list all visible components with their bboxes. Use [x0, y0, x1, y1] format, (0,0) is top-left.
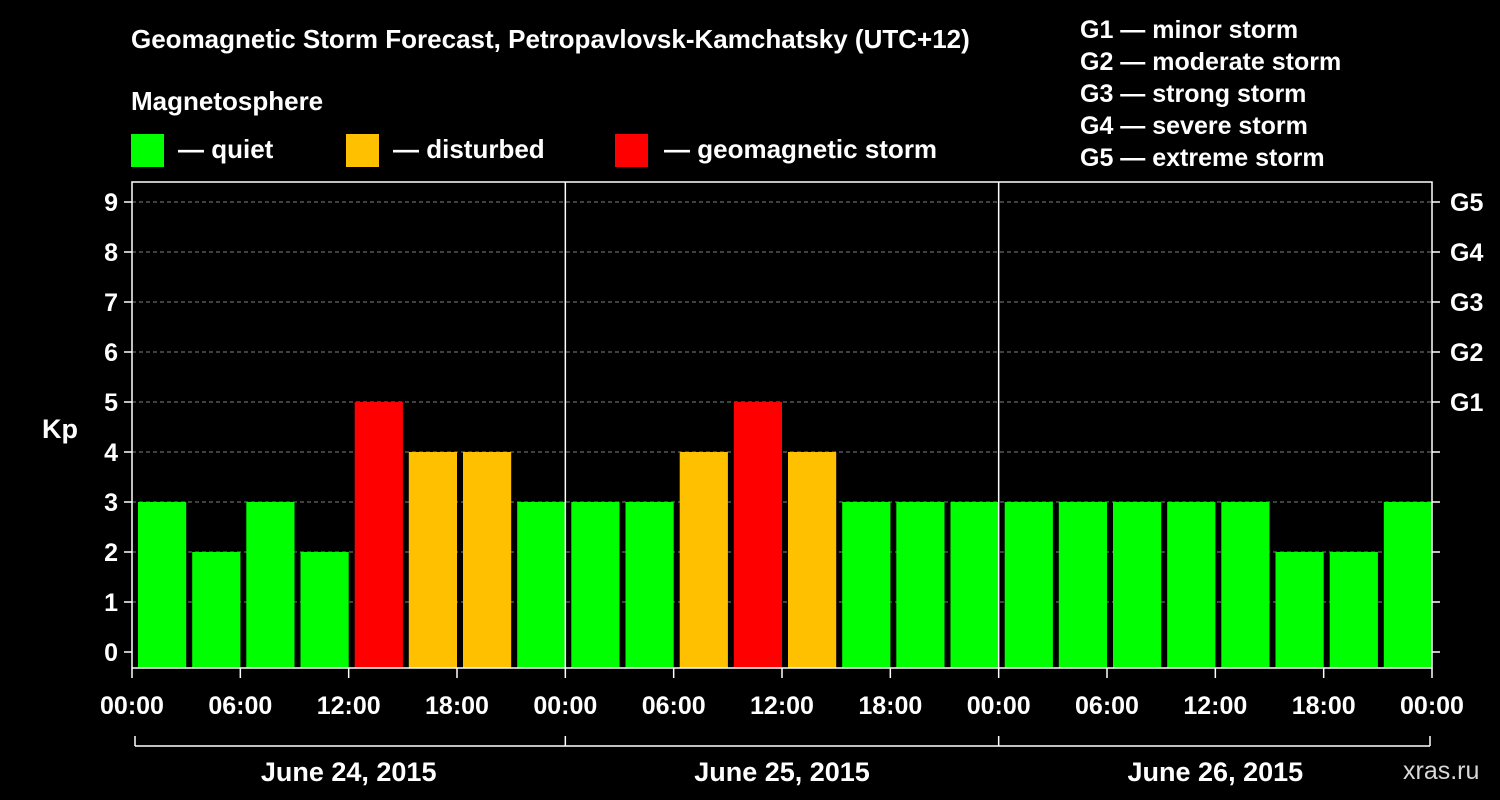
storm-level-g3: G3 — strong storm [1080, 80, 1307, 108]
y-tick-label: 1 [104, 589, 118, 617]
kp-bar [1221, 502, 1270, 668]
x-tick-label: 06:00 [208, 692, 272, 720]
kp-bar [408, 452, 457, 668]
kp-bar [300, 552, 349, 668]
kp-bar [625, 502, 674, 668]
kp-bar [1329, 552, 1378, 668]
storm-level-list: G1 — minor storm G2 — moderate storm G3 … [1080, 14, 1341, 174]
storm-level-tick-label: G4 [1450, 239, 1483, 267]
x-tick-label: 18:00 [858, 692, 922, 720]
kp-bar [733, 402, 782, 668]
kp-bar [571, 502, 620, 668]
y-tick-label: 2 [104, 539, 118, 567]
x-tick-label: 00:00 [100, 692, 164, 720]
x-tick-label: 18:00 [1292, 692, 1356, 720]
storm-level-g5: G5 — extreme storm [1080, 144, 1325, 172]
kp-bar [1058, 502, 1107, 668]
chart-title: Geomagnetic Storm Forecast, Petropavlovs… [131, 24, 970, 54]
kp-bar [1167, 502, 1216, 668]
y-tick-label: 3 [104, 489, 118, 517]
x-tick-label: 12:00 [1183, 692, 1247, 720]
y-tick-label: 0 [104, 639, 118, 667]
storm-level-tick-label: G5 [1450, 189, 1483, 217]
kp-bar [1113, 502, 1162, 668]
storm-level-tick-label: G2 [1450, 339, 1483, 367]
legend-label-storm: — geomagnetic storm [664, 134, 938, 164]
credit-text: xras.ru [1403, 757, 1480, 785]
kp-bar [842, 502, 891, 668]
storm-level-g4: G4 — severe storm [1080, 112, 1308, 140]
legend-swatch-quiet [131, 134, 164, 167]
y-tick-label: 8 [104, 239, 118, 267]
day-label: June 24, 2015 [261, 757, 437, 787]
x-tick-label: 18:00 [425, 692, 489, 720]
kp-bar [354, 402, 403, 668]
y-tick-label: 9 [104, 189, 118, 217]
y-tick-label: 4 [104, 439, 118, 467]
storm-level-tick-label: G3 [1450, 289, 1483, 317]
y-tick-label: 5 [104, 389, 118, 417]
x-tick-label: 00:00 [1400, 692, 1464, 720]
kp-bar [950, 502, 999, 668]
kp-bar [463, 452, 512, 668]
storm-level-tick-label: G1 [1450, 389, 1483, 417]
x-tick-label: 00:00 [533, 692, 597, 720]
kp-bar [1383, 502, 1432, 668]
storm-level-g1: G1 — minor storm [1080, 16, 1299, 44]
kp-bar [517, 502, 566, 668]
day-label: June 25, 2015 [694, 757, 870, 787]
kp-bar [1275, 552, 1324, 668]
legend-heading: Magnetosphere [131, 86, 324, 116]
legend-label-quiet: — quiet [178, 134, 274, 164]
kp-bar [788, 452, 837, 668]
x-tick-label: 12:00 [317, 692, 381, 720]
legend-swatch-disturbed [346, 134, 379, 167]
kp-bar [192, 552, 241, 668]
x-tick-label: 12:00 [750, 692, 814, 720]
y-tick-label: 7 [104, 289, 118, 317]
kp-bar [1004, 502, 1053, 668]
day-label: June 26, 2015 [1128, 757, 1304, 787]
legend-swatch-storm [615, 134, 648, 167]
y-axis-label: Kp [42, 414, 78, 444]
x-tick-label: 06:00 [1075, 692, 1139, 720]
kp-bar [138, 502, 187, 668]
y-tick-label: 6 [104, 339, 118, 367]
kp-bar [246, 502, 295, 668]
legend-label-disturbed: — disturbed [393, 134, 545, 164]
kp-bar [896, 502, 945, 668]
x-tick-label: 00:00 [967, 692, 1031, 720]
kp-bar [679, 452, 728, 668]
storm-level-g2: G2 — moderate storm [1080, 48, 1342, 76]
x-tick-label: 06:00 [642, 692, 706, 720]
